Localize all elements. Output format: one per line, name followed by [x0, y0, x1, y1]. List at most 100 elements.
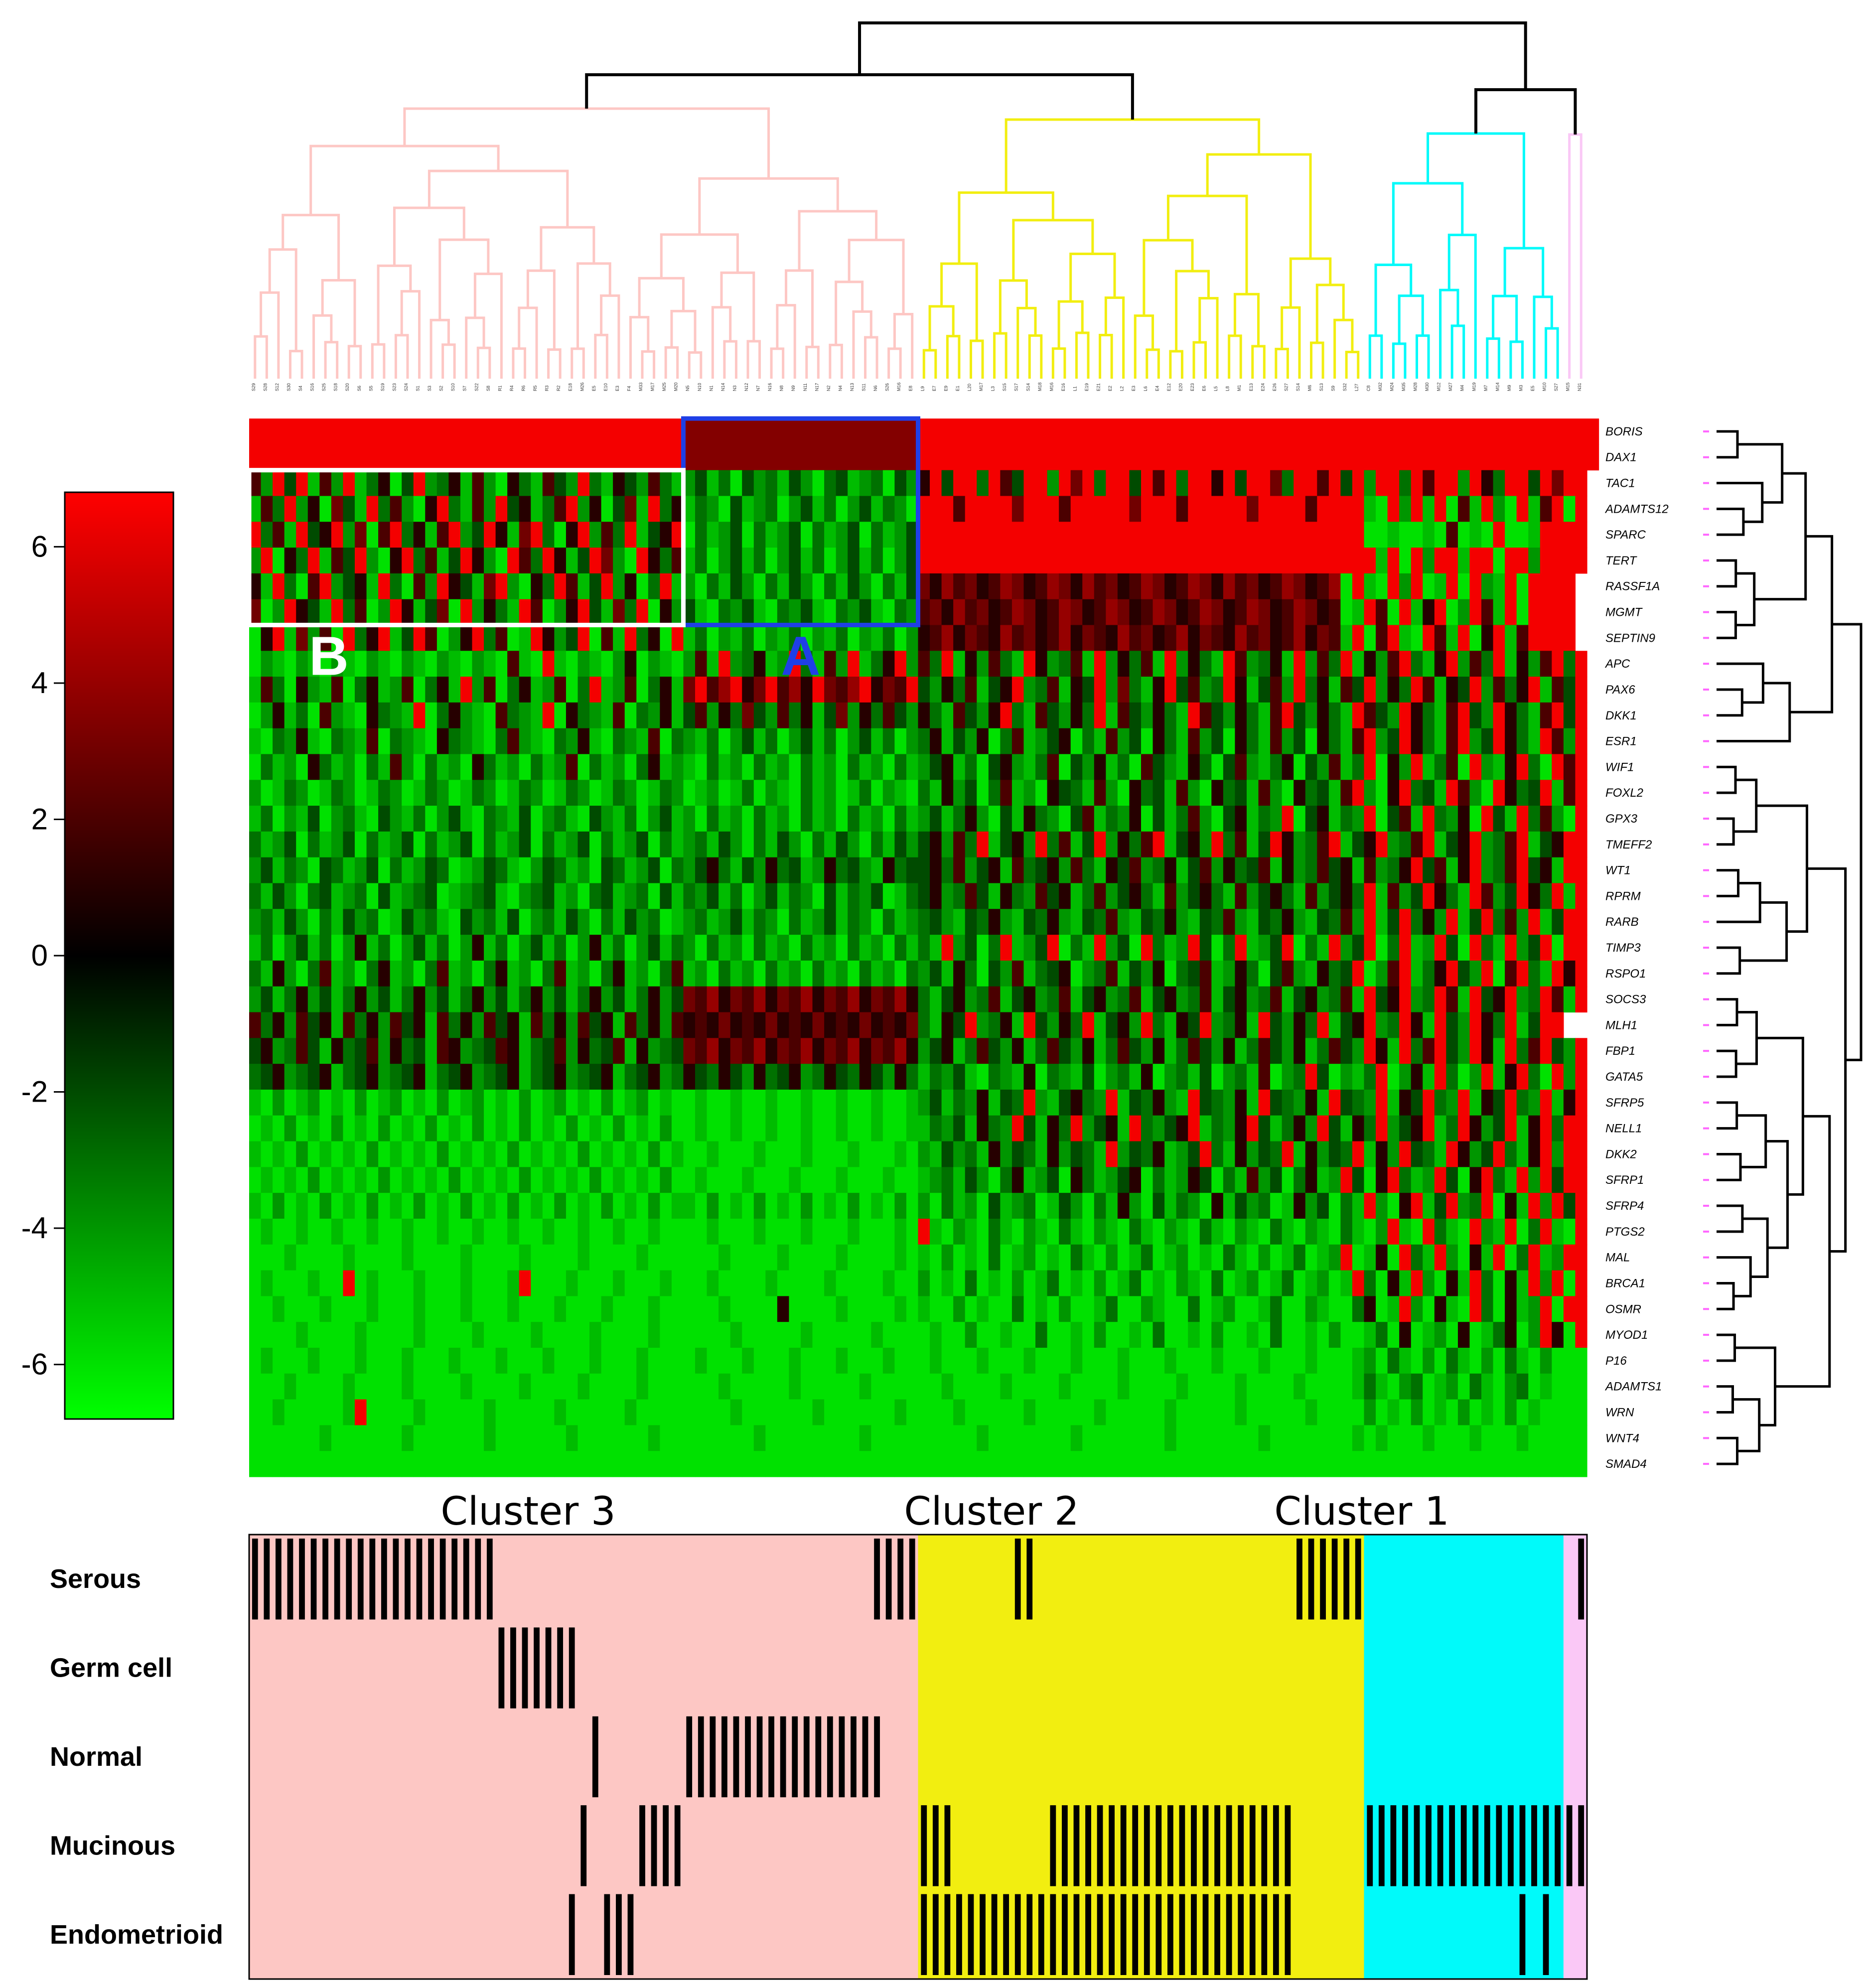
heatmap-cell: [941, 806, 954, 832]
heatmap-cell: [284, 831, 296, 858]
heatmap-cell: [1141, 1115, 1153, 1142]
heatmap-cell: [566, 1089, 578, 1116]
heatmap-cell: [307, 1425, 320, 1451]
heatmap-cell: [343, 1296, 355, 1322]
heatmap-cell: [812, 960, 825, 987]
heatmap-cell: [1000, 1347, 1012, 1374]
heatmap-cell: [1505, 573, 1517, 600]
heatmap-cell: [390, 1296, 402, 1322]
sample-label: S15: [1002, 383, 1007, 391]
heatmap-cell: [871, 1451, 883, 1477]
heatmap-cell: [800, 754, 813, 780]
heatmap-cell: [1047, 806, 1059, 832]
heatmap-cell: [836, 1399, 848, 1425]
heatmap-cell: [577, 1347, 590, 1374]
heatmap-cell: [1070, 702, 1083, 729]
heatmap-cell: [472, 728, 484, 755]
heatmap-cell: [1340, 444, 1353, 471]
heatmap-cell: [566, 702, 578, 729]
heatmap-cell: [683, 728, 696, 755]
heatmap-cell: [1399, 935, 1412, 961]
heatmap-cell: [1457, 780, 1470, 806]
heatmap-cell: [531, 883, 543, 909]
heatmap-cell: [1188, 960, 1200, 987]
heatmap-cell: [531, 1089, 543, 1116]
sample-label: L8: [1225, 386, 1230, 391]
sample-label: S27: [1284, 383, 1289, 391]
heatmap-cell: [1399, 986, 1412, 1013]
heatmap-cell: [1552, 444, 1564, 471]
heatmap-cell: [390, 1270, 402, 1296]
heatmap-cell: [742, 702, 754, 729]
heatmap-cell: [472, 754, 484, 780]
heatmap-cell: [331, 444, 344, 471]
heatmap-cell: [1493, 1399, 1505, 1425]
heatmap-cell: [1317, 1373, 1329, 1400]
heatmap-cell: [719, 806, 731, 832]
heatmap-cell: [554, 1089, 567, 1116]
heatmap-cell: [1082, 1296, 1095, 1322]
heatmap-cell: [472, 960, 484, 987]
heatmap-cell: [871, 1089, 883, 1116]
heatmap-cell: [660, 522, 672, 548]
heatmap-cell: [390, 806, 402, 832]
heatmap-cell: [1235, 496, 1247, 522]
heatmap-cell: [1434, 496, 1446, 522]
heatmap-cell: [1516, 986, 1529, 1013]
heatmap-cell: [1270, 1244, 1283, 1271]
heatmap-cell: [1059, 522, 1071, 548]
heatmap-cell: [507, 548, 520, 574]
heatmap-cell: [707, 1425, 719, 1451]
heatmap-cell: [988, 883, 1001, 909]
heatmap-cell: [882, 702, 895, 729]
heatmap-cell: [1411, 806, 1423, 832]
heatmap-cell: [683, 909, 696, 935]
heatmap-cell: [1516, 1296, 1529, 1322]
heatmap-cell: [848, 935, 860, 961]
heatmap-cell: [941, 1347, 954, 1374]
heatmap-cell: [249, 1270, 262, 1296]
heatmap-cell: [1011, 831, 1024, 858]
heatmap-cell: [413, 573, 426, 600]
heatmap-cell: [542, 1270, 555, 1296]
heatmap-cell: [1575, 1115, 1587, 1142]
heatmap-cell: [284, 754, 296, 780]
heatmap-cell: [1294, 548, 1306, 574]
heatmap-cell: [1129, 1373, 1142, 1400]
heatmap-cell: [859, 806, 871, 832]
heatmap-cell: [941, 1399, 954, 1425]
heatmap-cell: [307, 1347, 320, 1374]
heatmap-cell: [777, 1399, 790, 1425]
heatmap-cell: [1035, 625, 1048, 651]
heatmap-cell: [1528, 780, 1541, 806]
heatmap-cell: [930, 573, 942, 600]
heatmap-cell: [273, 909, 285, 935]
heatmap-cell: [554, 1322, 567, 1348]
heatmap-cell: [507, 1038, 520, 1064]
heatmap-cell: [988, 444, 1001, 471]
heatmap-cell: [1023, 522, 1036, 548]
heatmap-cell: [1129, 548, 1142, 574]
heatmap-cell: [472, 1270, 484, 1296]
heatmap-cell: [1199, 960, 1212, 987]
heatmap-cell: [1199, 419, 1212, 445]
heatmap-cell: [1399, 857, 1412, 884]
heatmap-cell: [554, 1167, 567, 1193]
heatmap-cell: [1152, 935, 1165, 961]
heatmap-cell: [859, 1399, 871, 1425]
heatmap-cell: [1023, 1193, 1036, 1219]
heatmap-cell: [531, 702, 543, 729]
heatmap-cell: [941, 1244, 954, 1271]
heatmap-cell: [1516, 883, 1529, 909]
heatmap-cell: [730, 909, 742, 935]
heatmap-cell: [695, 754, 708, 780]
heatmap-cell: [402, 470, 414, 497]
heatmap-cell: [613, 1296, 625, 1322]
heatmap-cell: [531, 1218, 543, 1245]
heatmap-cell: [448, 496, 461, 522]
heatmap-cell: [918, 677, 930, 703]
heatmap-cell: [1516, 1167, 1529, 1193]
heatmap-cell: [953, 1038, 966, 1064]
heatmap-cell: [660, 754, 672, 780]
sample-label: R3: [545, 385, 550, 391]
